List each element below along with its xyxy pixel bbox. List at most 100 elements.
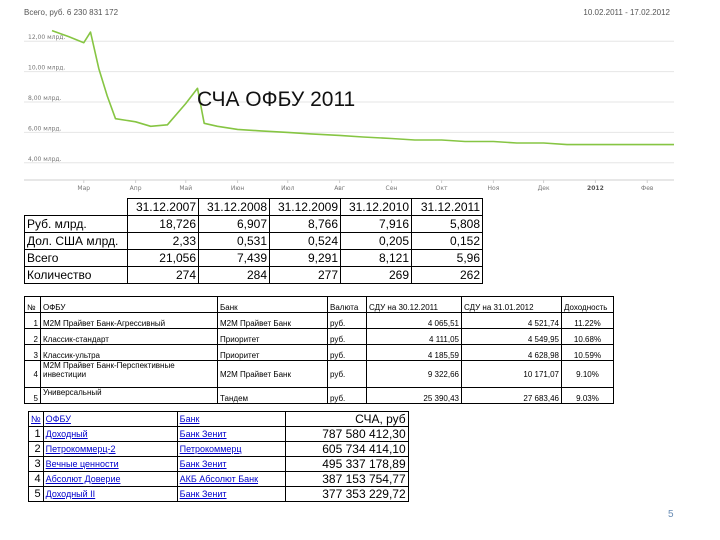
sdu-start: 25 390,43 [366, 387, 462, 404]
summary-table: 31.12.2007 31.12.2008 31.12.2009 31.12.2… [24, 198, 483, 284]
table-row: 3 Вечные ценности Банк Зенит 495 337 178… [28, 456, 409, 472]
row-number: 1 [24, 312, 41, 329]
bank-link[interactable]: Петрокоммерц [179, 444, 242, 454]
ranking-header-cell: Банк [176, 411, 286, 427]
fund-name: М2М Прайвет Банк-Агрессивный [40, 312, 218, 329]
row-number: 5 [24, 387, 41, 404]
bank-name: Тандем [217, 387, 328, 404]
bank-link[interactable]: АКБ Абсолют Банк [179, 474, 259, 484]
bank-cell: Банк Зенит [176, 486, 286, 502]
bank-name: Приоритет [217, 344, 328, 361]
fund-name: Классик-стандарт [40, 328, 218, 345]
y-tick-label: 10,00 млрд. [28, 65, 65, 72]
sdu-end: 4 628,98 [461, 344, 562, 361]
nav-value: 495 337 178,89 [284, 456, 409, 472]
yield-table: № ОФБУ Банк Валюта СДУ на 30.12.2011 СДУ… [24, 296, 614, 404]
bank-link[interactable]: Банк Зенит [179, 459, 227, 469]
x-tick-label: Апр [130, 185, 142, 192]
currency: руб. [327, 387, 367, 404]
x-tick-label: Мар [77, 185, 90, 192]
sdu-end: 10 171,07 [461, 360, 562, 388]
bank-link[interactable]: Банк Зенит [179, 429, 227, 439]
ranking-header-link[interactable]: ОФБУ [45, 414, 71, 424]
fund-link[interactable]: Доходный II [45, 489, 96, 499]
x-tick-label: Ноя [488, 185, 500, 192]
sdu-end: 4 549,95 [461, 328, 562, 345]
nav-value: 787 580 412,30 [284, 426, 409, 442]
page-number: 5 [668, 509, 674, 520]
summary-row-label: Руб. млрд. [24, 215, 128, 233]
sdu-start: 4 185,59 [366, 344, 462, 361]
bank-cell: Петрокоммерц [176, 441, 286, 457]
x-tick-label: Июн [231, 185, 245, 192]
table-row: 5 Универсальный Тандем руб. 25 390,43 27… [24, 387, 614, 404]
x-tick-label: Окт [436, 185, 448, 192]
summary-row: Количество 274 284 277 269 262 [24, 266, 483, 284]
y-tick-label: 6,00 млрд. [28, 125, 62, 132]
summary-cell: 18,726 [127, 215, 199, 233]
fund-link[interactable]: Абсолют Доверие [45, 474, 121, 484]
summary-cell: 9,291 [269, 249, 341, 267]
bank-name: Приоритет [217, 328, 328, 345]
nav-chart: Всего, руб. 6 230 831 172 10.02.2011 - 1… [24, 8, 676, 196]
nav-value: 377 353 229,72 [284, 486, 409, 502]
fund-link[interactable]: Петрокоммерц-2 [45, 444, 116, 454]
x-tick-label: Сен [386, 185, 398, 192]
summary-cell: 8,121 [340, 249, 412, 267]
summary-cell: 0,205 [340, 232, 412, 250]
x-tick-label: Дек [538, 185, 550, 192]
yield-header-cell: № [24, 296, 41, 313]
summary-header-row: 31.12.2007 31.12.2008 31.12.2009 31.12.2… [25, 198, 483, 216]
summary-cell: 274 [127, 266, 199, 284]
currency: руб. [327, 328, 367, 345]
fund-link[interactable]: Вечные ценности [45, 459, 119, 469]
currency: руб. [327, 360, 367, 388]
ranking-header-link[interactable]: Банк [179, 414, 200, 424]
table-row: 2 Петрокоммерц-2 Петрокоммерц 605 734 41… [28, 441, 409, 457]
table-row: 4 Абсолют Доверие АКБ Абсолют Банк 387 1… [28, 471, 409, 487]
table-row: 5 Доходный II Банк Зенит 377 353 229,72 [28, 486, 409, 502]
y-tick-label: 4,00 млрд. [28, 156, 62, 163]
summary-cell: 7,916 [340, 215, 412, 233]
sdu-start: 9 322,66 [366, 360, 462, 388]
row-number: 4 [28, 471, 44, 487]
bank-link[interactable]: Банк Зенит [179, 489, 227, 499]
summary-header-cell: 31.12.2008 [198, 198, 270, 216]
fund-cell: Доходный II [42, 486, 178, 502]
summary-cell: 5,808 [411, 215, 483, 233]
sdu-end: 4 521,74 [461, 312, 562, 329]
yield-header-cell: Доходность [561, 296, 614, 313]
summary-cell: 21,056 [127, 249, 199, 267]
row-number: 5 [28, 486, 44, 502]
yield-header-cell: ОФБУ [40, 296, 218, 313]
summary-header-cell: 31.12.2009 [269, 198, 341, 216]
summary-row-label: Всего [24, 249, 128, 267]
fund-cell: Доходный [42, 426, 178, 442]
chart-date-range: 10.02.2011 - 17.02.2012 [583, 8, 670, 17]
chart-background [24, 20, 676, 196]
row-number: 2 [28, 441, 44, 457]
summary-cell: 6,907 [198, 215, 270, 233]
chart-svg: 12,00 млрд. 10,00 млрд. 8,00 млрд. 6,00 млр… [24, 20, 676, 196]
ranking-header-cell: ОФБУ [42, 411, 178, 427]
yield-value: 9.03% [561, 387, 614, 404]
table-row: 1 М2М Прайвет Банк-Агрессивный М2М Прайв… [24, 312, 614, 329]
x-tick-label: Авг [334, 185, 345, 192]
y-tick-label: 8,00 млрд. [28, 95, 62, 102]
summary-cell: 0,152 [411, 232, 483, 250]
sdu-start: 4 065,51 [366, 312, 462, 329]
summary-cell: 0,524 [269, 232, 341, 250]
fund-link[interactable]: Доходный [45, 429, 88, 439]
yield-value: 10.68% [561, 328, 614, 345]
ranking-header-link[interactable]: № [31, 414, 41, 424]
sdu-end: 27 683,46 [461, 387, 562, 404]
y-tick-label: 12,00 млрд. [28, 34, 65, 41]
yield-header-cell: СДУ на 31.01.2012 [461, 296, 562, 313]
x-tick-label: Май [179, 185, 192, 192]
summary-header-cell: 31.12.2010 [340, 198, 412, 216]
summary-cell: 7,439 [198, 249, 270, 267]
fund-cell: Абсолют Доверие [42, 471, 178, 487]
row-number: 1 [28, 426, 44, 442]
ranking-header-cell: № [28, 411, 44, 427]
bank-cell: АКБ Абсолют Банк [176, 471, 286, 487]
